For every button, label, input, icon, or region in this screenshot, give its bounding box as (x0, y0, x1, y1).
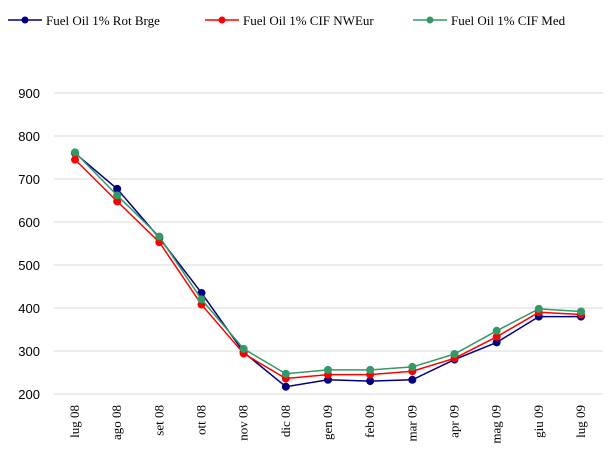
data-point (281, 369, 290, 378)
series-line (74, 159, 582, 380)
x-tick-label: lug 08 (67, 405, 82, 438)
data-point (197, 288, 206, 297)
data-point (239, 344, 248, 353)
data-point (324, 365, 332, 374)
legend-label: Fuel Oil 1% CIF NWEur (243, 13, 374, 28)
x-tick-label: apr 09 (447, 405, 462, 438)
x-tick-label: mag 09 (489, 405, 504, 444)
y-tick-label: 900 (18, 86, 40, 101)
data-point (71, 148, 79, 157)
y-tick-label: 800 (18, 129, 40, 144)
data-point (113, 191, 122, 200)
x-tick-label: lug 09 (573, 405, 588, 438)
data-point (197, 295, 206, 304)
legend-label: Fuel Oil 1% Rot Brge (46, 13, 160, 28)
x-tick-label: nov 08 (236, 405, 251, 441)
data-point (408, 362, 417, 371)
y-tick-label: 200 (18, 387, 40, 402)
data-point (113, 184, 122, 193)
data-point (534, 304, 543, 313)
data-point (492, 338, 501, 347)
x-tick-label: dic 08 (278, 405, 293, 437)
data-point (155, 232, 164, 241)
data-point (450, 350, 459, 359)
x-tick-label: gen 09 (320, 405, 335, 440)
x-tick-label: mar 09 (404, 405, 419, 441)
x-tick-label: ott 08 (194, 405, 209, 435)
series-line (74, 152, 581, 388)
x-tick-label: set 08 (151, 405, 166, 436)
series-line (74, 151, 582, 375)
data-point (366, 365, 375, 374)
data-point (492, 326, 501, 335)
y-tick-label: 300 (18, 344, 40, 359)
data-point (366, 377, 375, 386)
y-tick-label: 700 (18, 172, 40, 187)
x-tick-label: feb 09 (362, 405, 377, 438)
data-point (577, 307, 585, 316)
y-tick-label: 500 (18, 258, 40, 273)
data-point (492, 332, 501, 341)
data-point (71, 155, 79, 164)
legend-marker (426, 16, 434, 24)
legend-label: Fuel Oil 1% CIF Med (451, 13, 566, 28)
data-point (408, 375, 417, 384)
y-tick-label: 600 (18, 215, 40, 230)
legend-marker (21, 16, 29, 24)
x-tick-label: ago 08 (109, 405, 124, 440)
data-point (113, 197, 122, 206)
legend-marker (218, 16, 226, 24)
x-tick-label: giu 09 (531, 405, 546, 438)
data-point (281, 382, 290, 391)
y-tick-label: 400 (18, 301, 40, 316)
